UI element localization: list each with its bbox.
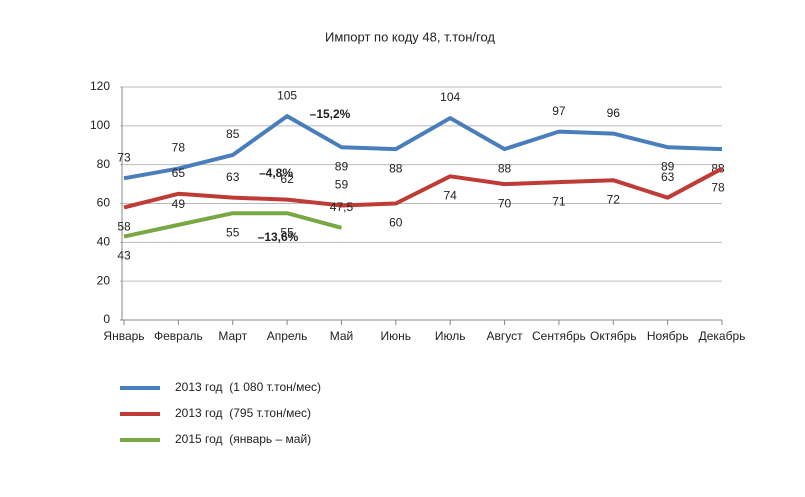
y-tick-label: 100	[90, 118, 110, 132]
x-tick-label: Ноябрь	[647, 329, 689, 343]
data-label: 78	[172, 141, 186, 155]
y-tick-label: 80	[97, 157, 111, 171]
data-label: 60	[389, 216, 403, 230]
data-label: 71	[552, 194, 566, 208]
data-label: 65	[172, 166, 186, 180]
y-tick-label: 20	[97, 273, 111, 287]
x-tick-label: Октябрь	[590, 329, 637, 343]
x-tick-label: Апрель	[267, 329, 308, 343]
legend-label: 2015 год (январь – май)	[175, 432, 311, 446]
legend-label: 2013 год (795 т.тон/мес)	[175, 406, 311, 420]
x-tick-label: Август	[486, 329, 523, 343]
chart-title: Импорт по коду 48, т.тон/год	[325, 29, 495, 44]
data-label: 88	[389, 161, 403, 175]
data-label: 97	[552, 104, 566, 118]
data-label: 59	[335, 178, 349, 192]
data-label: 63	[661, 170, 675, 184]
annotation: –13,6%	[258, 230, 299, 244]
y-tick-label: 120	[90, 79, 110, 93]
data-label: 70	[498, 196, 512, 210]
series-line	[123, 211, 342, 239]
legend-label: 2013 год (1 080 т.тон/мес)	[175, 380, 321, 394]
data-label: 89	[335, 159, 349, 173]
data-label: 73	[117, 150, 131, 164]
data-label: 88	[498, 161, 512, 175]
data-label: 105	[277, 88, 297, 102]
data-label: 58	[117, 220, 131, 234]
x-tick-label: Март	[218, 329, 247, 343]
x-tick-label: Июнь	[381, 329, 412, 343]
series-line	[123, 114, 723, 181]
series-line	[123, 166, 723, 210]
data-label: 43	[117, 249, 131, 263]
x-tick-label: Февраль	[154, 329, 203, 343]
data-label: 85	[226, 127, 240, 141]
data-label: 104	[440, 90, 460, 104]
y-tick-label: 60	[97, 196, 111, 210]
y-tick-label: 0	[103, 312, 110, 326]
annotation: –15,2%	[310, 107, 351, 121]
data-label: 72	[607, 192, 621, 206]
x-tick-label: Май	[330, 329, 354, 343]
x-tick-label: Июль	[435, 329, 466, 343]
annotation: –4,8%	[259, 166, 293, 180]
data-label: 63	[226, 170, 240, 184]
y-tick-label: 40	[97, 235, 111, 249]
data-label: 49	[172, 197, 186, 211]
data-label: 96	[607, 106, 621, 120]
x-tick-label: Сентябрь	[532, 329, 586, 343]
x-tick-label: Январь	[103, 329, 144, 343]
data-label: 55	[226, 225, 240, 239]
data-label: 47,5	[330, 200, 354, 214]
data-label: 78	[711, 181, 725, 195]
data-label: 62	[280, 172, 294, 186]
data-label: 89	[661, 159, 675, 173]
data-label: 74	[444, 188, 458, 202]
x-tick-label: Декабрь	[699, 329, 746, 343]
data-label: 55	[280, 225, 294, 239]
